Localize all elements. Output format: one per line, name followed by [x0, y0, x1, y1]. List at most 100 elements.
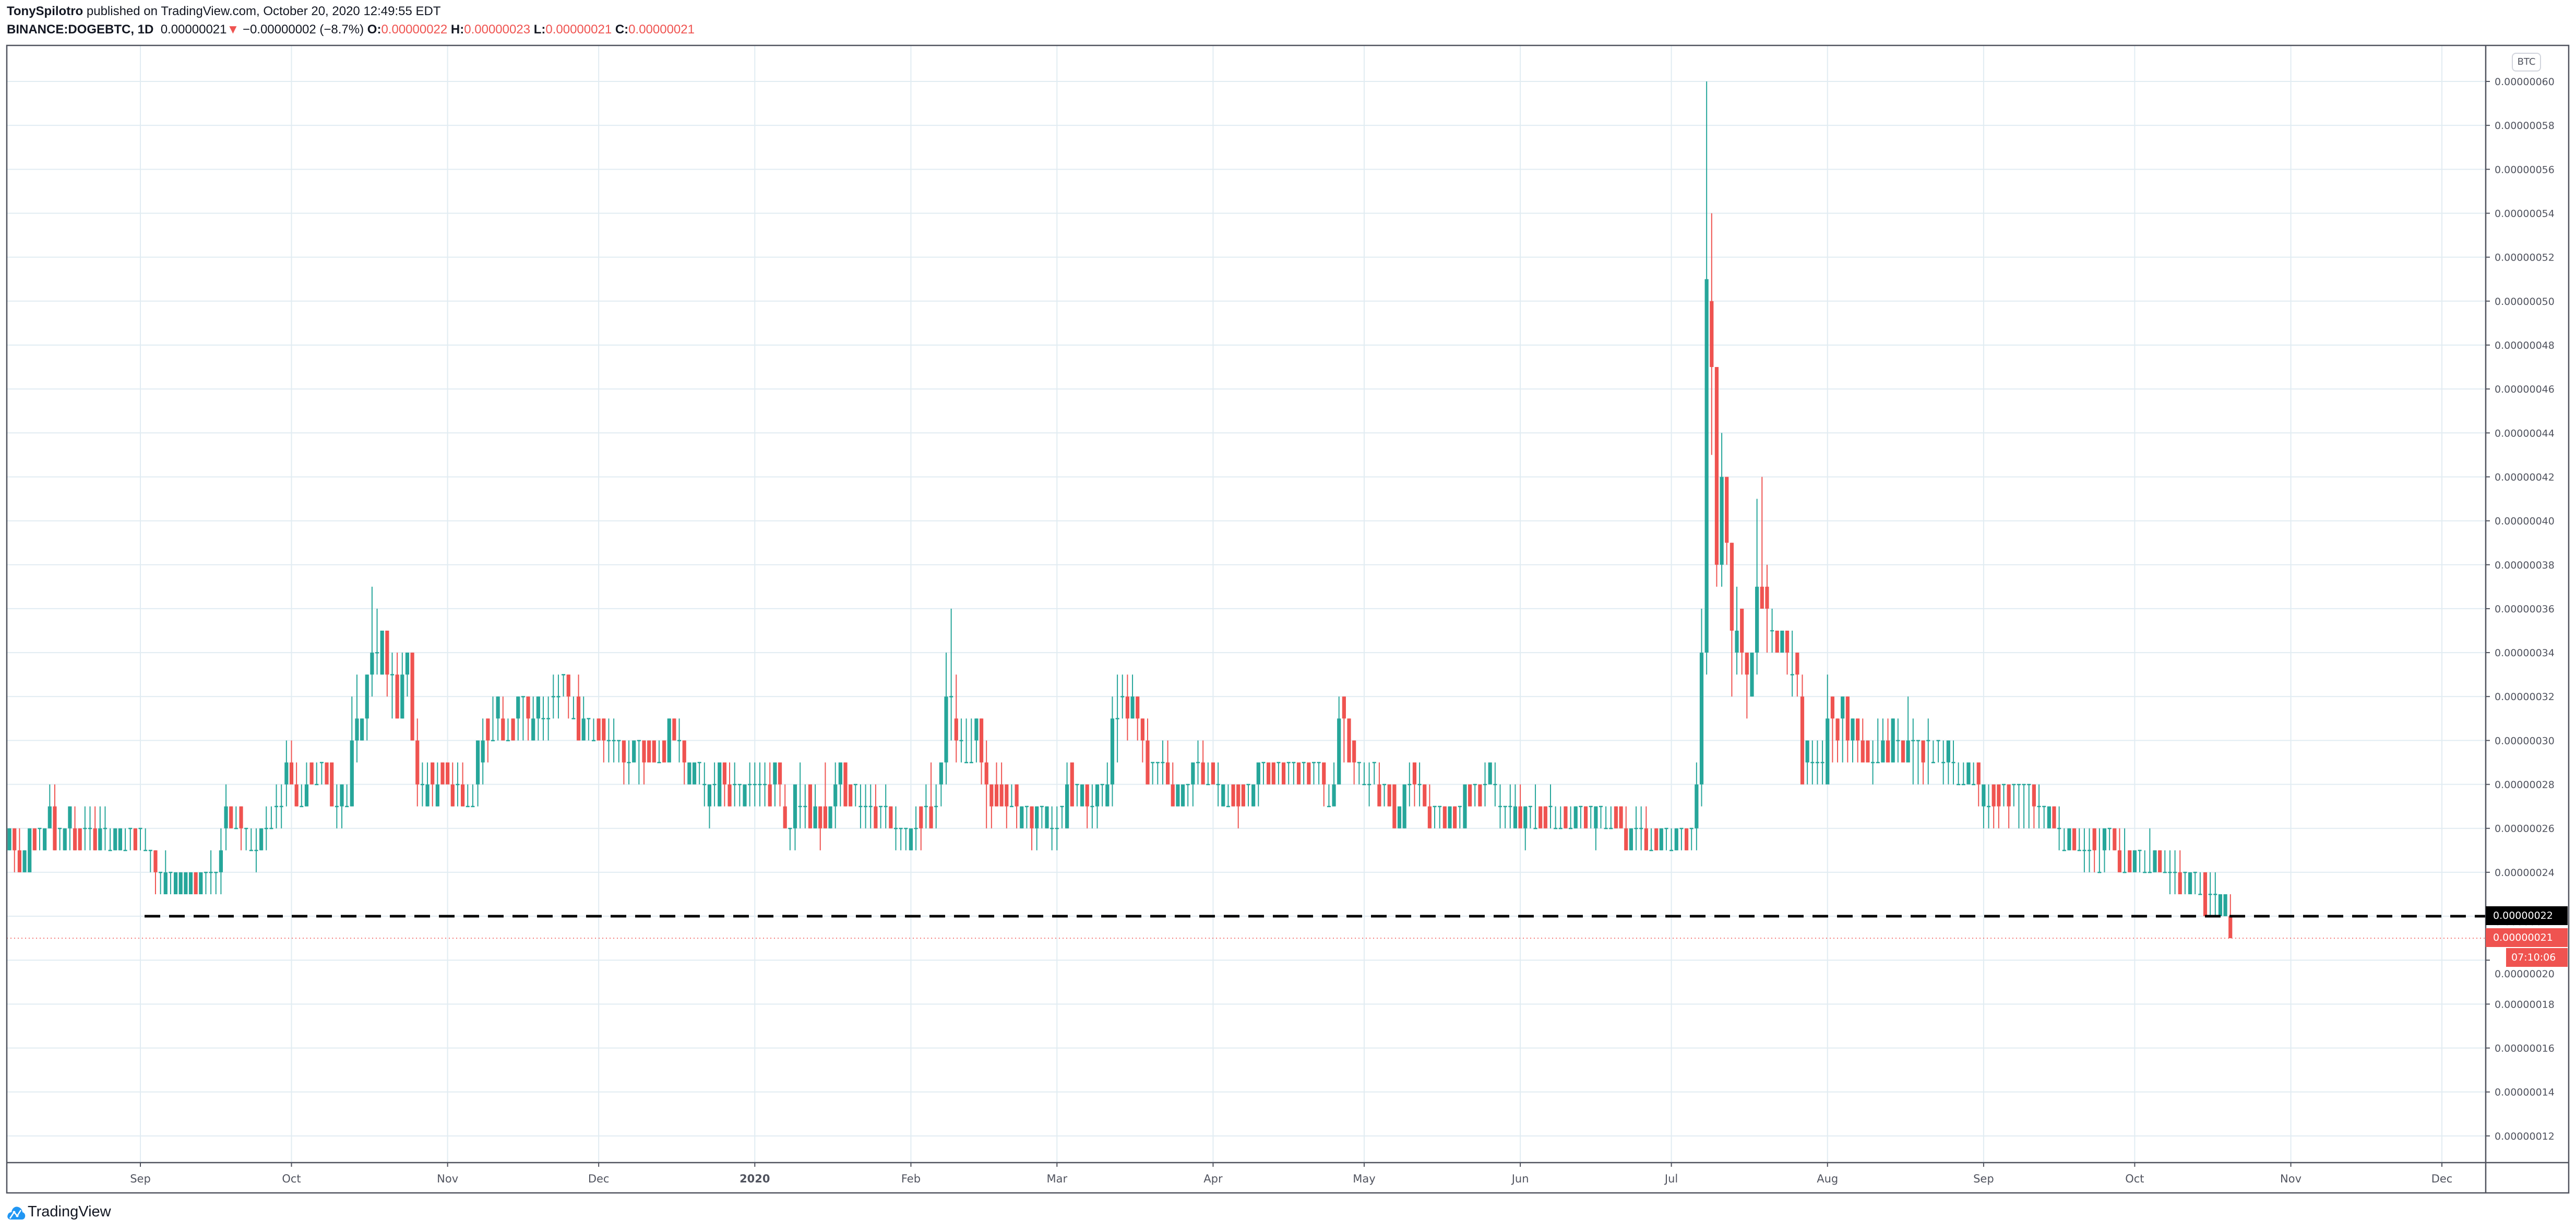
candle[interactable]: [929, 762, 933, 828]
candle[interactable]: [461, 762, 465, 807]
candle[interactable]: [1800, 674, 1805, 785]
candle[interactable]: [184, 872, 188, 894]
candle[interactable]: [1624, 806, 1628, 850]
candle[interactable]: [2122, 828, 2127, 873]
symbol-name[interactable]: BINANCE:DOGEBTC, 1D: [7, 22, 154, 37]
candle[interactable]: [32, 828, 37, 850]
candle[interactable]: [778, 762, 782, 807]
candle[interactable]: [1936, 740, 1940, 763]
candle[interactable]: [1267, 762, 1271, 785]
candle[interactable]: [592, 718, 595, 741]
candle[interactable]: [808, 784, 813, 828]
candle[interactable]: [78, 828, 82, 850]
candle[interactable]: [1005, 784, 1009, 828]
candle[interactable]: [1972, 762, 1976, 786]
candle[interactable]: [1342, 696, 1346, 763]
candle[interactable]: [340, 784, 344, 828]
candle[interactable]: [2132, 850, 2137, 872]
candle[interactable]: [68, 806, 72, 850]
candle[interactable]: [1548, 784, 1553, 828]
candle[interactable]: [1352, 740, 1356, 785]
candle[interactable]: [1785, 631, 1790, 675]
candle[interactable]: [1851, 718, 1855, 763]
candle[interactable]: [1966, 762, 1971, 785]
candle[interactable]: [712, 762, 717, 807]
candle[interactable]: [526, 696, 530, 741]
candle[interactable]: [375, 608, 379, 675]
candle[interactable]: [1679, 827, 1684, 850]
candle[interactable]: [2032, 784, 2036, 828]
candle[interactable]: [1075, 784, 1079, 807]
candle[interactable]: [2158, 850, 2162, 872]
candle[interactable]: [269, 806, 273, 830]
candle[interactable]: [692, 762, 697, 785]
candle[interactable]: [1921, 740, 1925, 785]
candle[interactable]: [2113, 828, 2117, 850]
candle[interactable]: [471, 784, 475, 808]
candle[interactable]: [587, 718, 591, 741]
candle[interactable]: [415, 718, 420, 807]
currency-badge[interactable]: BTC: [2512, 53, 2541, 72]
author-name[interactable]: TonySpilotro: [7, 4, 84, 18]
candle[interactable]: [2002, 784, 2006, 807]
candle[interactable]: [1216, 762, 1220, 807]
candle[interactable]: [294, 762, 299, 807]
candle[interactable]: [239, 806, 243, 850]
candle[interactable]: [1277, 762, 1281, 785]
candle[interactable]: [2168, 850, 2172, 894]
candle[interactable]: [214, 871, 218, 894]
candle[interactable]: [58, 827, 62, 850]
candle[interactable]: [1085, 784, 1089, 828]
candle[interactable]: [944, 653, 948, 785]
candle[interactable]: [773, 762, 777, 807]
candle[interactable]: [1861, 718, 1865, 763]
candle[interactable]: [1982, 784, 1986, 828]
candle[interactable]: [566, 674, 570, 719]
candle[interactable]: [108, 828, 112, 851]
candle[interactable]: [617, 740, 621, 763]
candle[interactable]: [793, 784, 797, 850]
candle[interactable]: [1826, 674, 1830, 785]
candle[interactable]: [1483, 762, 1487, 807]
candle[interactable]: [395, 653, 399, 719]
candle[interactable]: [319, 762, 324, 785]
candle[interactable]: [450, 762, 455, 807]
candle[interactable]: [606, 718, 611, 763]
candle[interactable]: [1357, 762, 1361, 785]
candle[interactable]: [1815, 740, 1819, 785]
candle[interactable]: [289, 740, 294, 785]
candle[interactable]: [843, 762, 848, 807]
candle[interactable]: [1105, 762, 1110, 807]
candle[interactable]: [511, 718, 515, 741]
candle[interactable]: [1654, 828, 1659, 850]
candle[interactable]: [1402, 784, 1406, 828]
candle[interactable]: [1735, 586, 1739, 675]
candle[interactable]: [954, 674, 958, 763]
candle[interactable]: [1065, 762, 1069, 828]
candle[interactable]: [722, 762, 726, 807]
candle[interactable]: [1231, 784, 1235, 807]
candle[interactable]: [1539, 806, 1543, 828]
candle[interactable]: [345, 784, 349, 808]
candle[interactable]: [431, 762, 435, 807]
candle[interactable]: [98, 806, 102, 850]
candle[interactable]: [496, 696, 500, 741]
candle[interactable]: [2072, 828, 2077, 850]
candle[interactable]: [2148, 828, 2152, 873]
candle[interactable]: [2218, 894, 2223, 917]
candle[interactable]: [1171, 762, 1175, 807]
candle[interactable]: [934, 784, 938, 828]
candle[interactable]: [405, 653, 410, 697]
candle[interactable]: [2107, 827, 2112, 850]
candle[interactable]: [1845, 696, 1850, 763]
candle[interactable]: [1045, 806, 1049, 828]
candle[interactable]: [2052, 806, 2056, 828]
candle[interactable]: [300, 784, 304, 808]
candle[interactable]: [1523, 806, 1528, 850]
candle[interactable]: [1060, 806, 1064, 828]
candle[interactable]: [1302, 762, 1306, 785]
candle[interactable]: [531, 696, 535, 741]
candle[interactable]: [304, 762, 309, 807]
candle[interactable]: [1382, 784, 1387, 807]
candle[interactable]: [1478, 784, 1482, 807]
